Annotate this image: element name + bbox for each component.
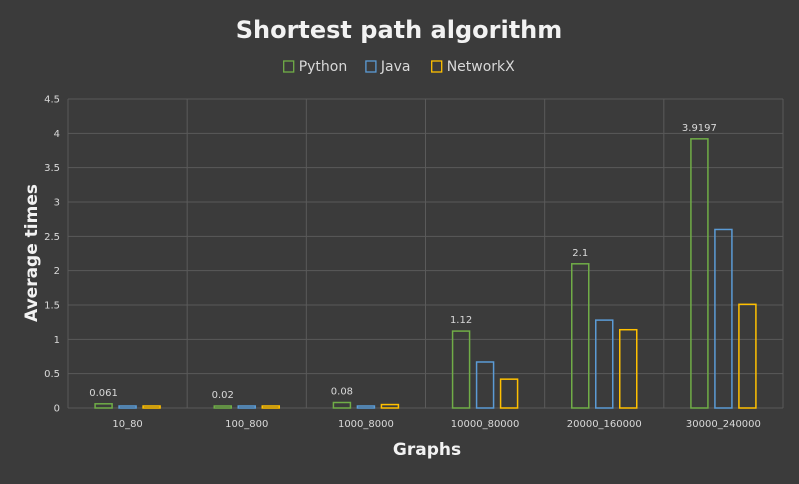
bar-networkx [261, 405, 280, 409]
data-label: 1.12 [450, 315, 472, 326]
y-tick-label: 0 [54, 404, 60, 415]
bar-java [356, 405, 376, 409]
y-tick-label: 2.5 [44, 232, 60, 243]
y-tick-label: 3 [54, 198, 60, 209]
y-tick-label: 1 [54, 335, 60, 346]
legend: Python Java NetworkX [283, 59, 515, 75]
data-label: 0.08 [331, 387, 353, 398]
x-tick-label: 20000_160000 [567, 419, 642, 430]
data-labels: 0.061 0.02 0.08 1.12 2.1 3.9197 [89, 123, 717, 401]
bar-networkx [619, 328, 638, 409]
chart-title: Shortest path algorithm [236, 16, 563, 44]
bar-networkx [142, 405, 161, 409]
bar-python [571, 263, 590, 409]
bar-networkx [738, 303, 757, 409]
y-tick-label: 2 [54, 266, 60, 277]
y-tick-label: 4 [54, 129, 60, 140]
bar-networkx [380, 403, 400, 409]
x-tick-label: 100_800 [225, 419, 268, 430]
y-tick-label: 1.5 [44, 301, 60, 312]
data-label: 0.02 [212, 390, 234, 401]
x-tick-label: 1000_8000 [338, 419, 394, 430]
y-tick-label: 0.5 [44, 369, 60, 380]
bar-python [690, 138, 709, 409]
bar-networkx [499, 378, 519, 409]
legend-swatch-java [365, 60, 377, 73]
bar-java [237, 405, 256, 409]
bar-python [451, 330, 471, 409]
legend-label: Java [380, 59, 411, 75]
bar-python [94, 403, 113, 409]
y-axis-ticks: 0 0.5 1 1.5 2 2.5 3 3.5 4 4.5 [44, 95, 60, 415]
legend-swatch-python [283, 60, 295, 73]
bars [94, 138, 757, 409]
x-tick-label: 10000_80000 [451, 419, 520, 430]
legend-label: NetworkX [447, 59, 515, 75]
bar-java [475, 361, 495, 409]
bar-java [118, 405, 137, 409]
bar-java [714, 228, 733, 409]
y-tick-label: 3.5 [44, 163, 60, 174]
gridlines [67, 98, 784, 409]
x-tick-label: 10_80 [112, 419, 142, 430]
x-tick-label: 30000_240000 [686, 419, 761, 430]
bar-java [595, 319, 614, 409]
data-label: 2.1 [572, 248, 588, 259]
y-tick-label: 4.5 [44, 95, 60, 106]
data-label: 0.061 [89, 388, 118, 399]
legend-swatch-networkx [431, 60, 443, 73]
data-label: 3.9197 [682, 123, 717, 134]
x-axis-ticks: 10_80 100_800 1000_8000 10000_80000 20000_16… [112, 419, 761, 430]
bar-python [332, 401, 352, 409]
legend-label: Python [299, 59, 348, 75]
y-axis-title: Average times [22, 184, 42, 322]
bar-python [213, 405, 232, 409]
x-axis-title: Graphs [393, 440, 461, 460]
